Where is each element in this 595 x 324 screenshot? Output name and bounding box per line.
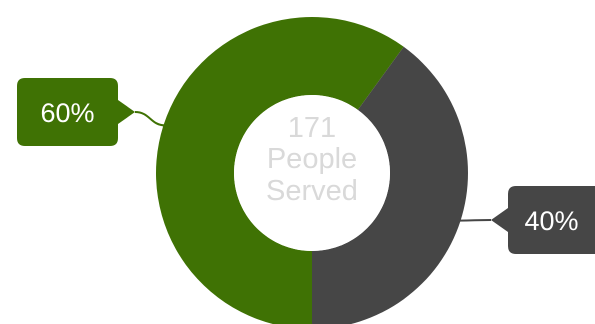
connectors-layer [134, 111, 492, 222]
callout-box [17, 78, 135, 146]
slice-data-label: 60% [40, 98, 94, 128]
callout-box [491, 186, 595, 254]
center-label-line1: People [267, 143, 357, 175]
connector-40 [458, 219, 492, 222]
donut-slice-60[interactable] [156, 17, 404, 324]
center-label: 171 People Served [266, 112, 358, 207]
center-label-number: 171 [288, 112, 336, 144]
connector-60 [134, 111, 166, 127]
callouts-layer: 60% 40% [17, 78, 595, 254]
slices-layer [156, 17, 468, 324]
donut-slice-40[interactable] [312, 46, 468, 324]
slice-data-label: 40% [524, 206, 578, 236]
center-label-line2: Served [266, 175, 358, 207]
callout-60: 60% [17, 78, 135, 146]
donut-hole [234, 95, 390, 251]
callout-40: 40% [491, 186, 595, 254]
